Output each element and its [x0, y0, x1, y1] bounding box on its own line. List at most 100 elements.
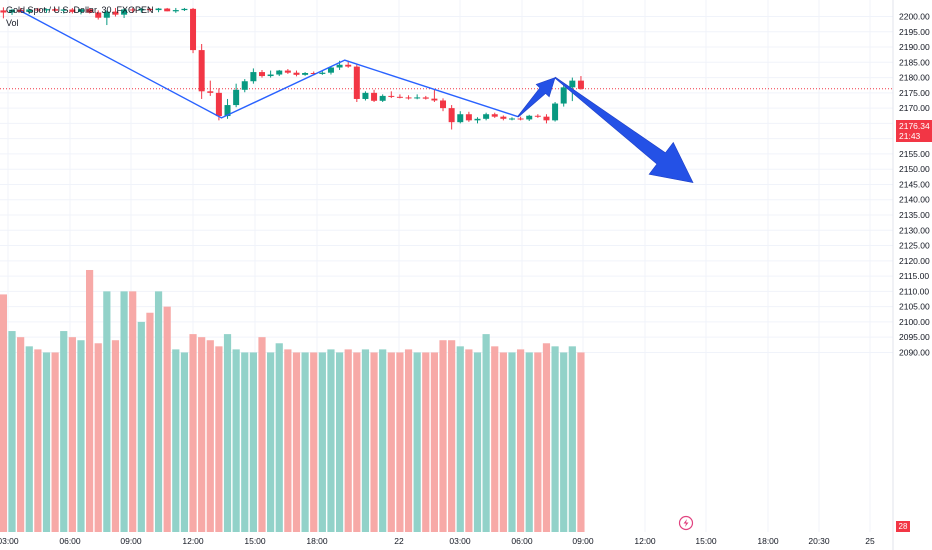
time-axis[interactable]: 03:00 06:00 09:00 12:00 15:00 18:00 22 03:00 06:… — [0, 536, 875, 546]
price-tick-label: 2095.00 — [899, 332, 930, 342]
candle-body[interactable] — [259, 72, 265, 77]
candle-body[interactable] — [327, 67, 334, 73]
volume-bar — [232, 349, 240, 532]
candle-body[interactable] — [396, 96, 403, 98]
candle-body[interactable] — [371, 92, 378, 101]
volume-bar — [439, 340, 447, 532]
price-tick-label: 2175.00 — [899, 88, 930, 98]
candle-body[interactable] — [103, 11, 110, 18]
candle-body[interactable] — [379, 95, 386, 101]
candle-body[interactable] — [164, 8, 171, 12]
volume-badge: 28 — [896, 521, 910, 532]
volume-bar — [379, 349, 387, 532]
candle-body[interactable] — [121, 9, 128, 15]
candle-body[interactable] — [155, 8, 162, 11]
time-tick-label: 20:30 — [808, 536, 830, 546]
volume-bar — [25, 346, 33, 532]
candle-body[interactable] — [181, 8, 188, 11]
candle-body[interactable] — [43, 9, 50, 11]
candle-body[interactable] — [233, 89, 240, 106]
volume-bar — [241, 352, 249, 532]
candle-body[interactable] — [207, 91, 214, 93]
candle-body[interactable] — [86, 9, 93, 13]
candle-body[interactable] — [302, 72, 309, 75]
candle-body[interactable] — [422, 97, 429, 99]
candle-body[interactable] — [508, 118, 515, 120]
chart-grid — [0, 0, 893, 532]
candle-body[interactable] — [405, 97, 412, 99]
volume-bar — [499, 352, 507, 532]
candlesticks[interactable] — [0, 7, 584, 130]
time-tick-label: 25 — [865, 536, 875, 546]
candle-body[interactable] — [500, 116, 507, 119]
candle-body[interactable] — [26, 9, 33, 12]
zigzag-trend-line[interactable] — [20, 10, 519, 119]
down-arrow-drawing[interactable] — [554, 76, 694, 184]
candle-body[interactable] — [241, 81, 248, 90]
candle-body[interactable] — [534, 115, 541, 117]
candle-body[interactable] — [560, 87, 567, 104]
candle-body[interactable] — [0, 10, 7, 13]
candle-body[interactable] — [293, 72, 300, 75]
lightning-icon[interactable] — [678, 515, 694, 531]
candle-body[interactable] — [388, 95, 395, 97]
candle-body[interactable] — [60, 9, 67, 11]
candle-body[interactable] — [112, 11, 119, 15]
candle-body[interactable] — [224, 105, 231, 117]
candle-body[interactable] — [345, 64, 352, 67]
price-axis[interactable]: 2200.00 2195.00 2190.00 2185.00 2180.00 2175.… — [899, 12, 930, 358]
price-tick-label: 2145.00 — [899, 179, 930, 189]
candle-body[interactable] — [250, 72, 257, 82]
volume-bar — [0, 294, 7, 532]
candle-body[interactable] — [474, 118, 481, 121]
price-tick-label: 2170.00 — [899, 103, 930, 113]
price-tick-label: 2100.00 — [899, 317, 930, 327]
candle-body[interactable] — [267, 74, 274, 77]
volume-label[interactable]: Vol — [6, 18, 19, 28]
candle-body[interactable] — [310, 72, 317, 74]
candle-body[interactable] — [414, 97, 421, 99]
volume-bar — [77, 340, 85, 532]
candle-body[interactable] — [336, 64, 343, 68]
time-tick-label: 09:00 — [572, 536, 594, 546]
candle-body[interactable] — [146, 8, 153, 11]
candle-body[interactable] — [362, 92, 369, 99]
candle-body[interactable] — [569, 80, 576, 88]
candle-body[interactable] — [129, 9, 136, 11]
candle-body[interactable] — [215, 92, 222, 117]
candle-body[interactable] — [543, 116, 550, 121]
candle-body[interactable] — [77, 9, 84, 12]
candle-body[interactable] — [52, 9, 59, 11]
candle-body[interactable] — [465, 114, 472, 121]
candle-body[interactable] — [517, 118, 524, 120]
candle-body[interactable] — [353, 66, 360, 99]
candle-body[interactable] — [483, 114, 490, 119]
candle-body[interactable] — [319, 72, 326, 74]
candle-body[interactable] — [95, 12, 102, 18]
candle-body[interactable] — [276, 70, 283, 75]
candle-body[interactable] — [457, 114, 464, 123]
candle-body[interactable] — [577, 80, 584, 89]
candle-body[interactable] — [491, 114, 498, 117]
candle-body[interactable] — [448, 108, 455, 123]
candle-body[interactable] — [34, 9, 41, 11]
candle-body[interactable] — [9, 9, 16, 13]
candle-body[interactable] — [526, 115, 533, 120]
candle-body[interactable] — [17, 9, 24, 12]
candle-body[interactable] — [431, 98, 438, 101]
candle-body[interactable] — [284, 70, 291, 73]
up-arrow-drawing[interactable] — [517, 77, 556, 118]
drawings[interactable] — [20, 10, 694, 184]
candle-body[interactable] — [440, 100, 447, 109]
candle-body[interactable] — [69, 9, 76, 12]
symbol-title[interactable]: Gold Spot / U.S. Dollar, 30, FXOPEN — [6, 5, 154, 15]
time-tick-label: 15:00 — [695, 536, 717, 546]
price-tick-label: 2120.00 — [899, 256, 930, 266]
candle-body[interactable] — [198, 50, 205, 92]
candle-body[interactable] — [138, 8, 145, 11]
candle-body[interactable] — [190, 8, 197, 51]
candle-body[interactable] — [552, 103, 559, 121]
candle-body[interactable] — [172, 10, 179, 12]
time-tick-label: 03:00 — [0, 536, 19, 546]
